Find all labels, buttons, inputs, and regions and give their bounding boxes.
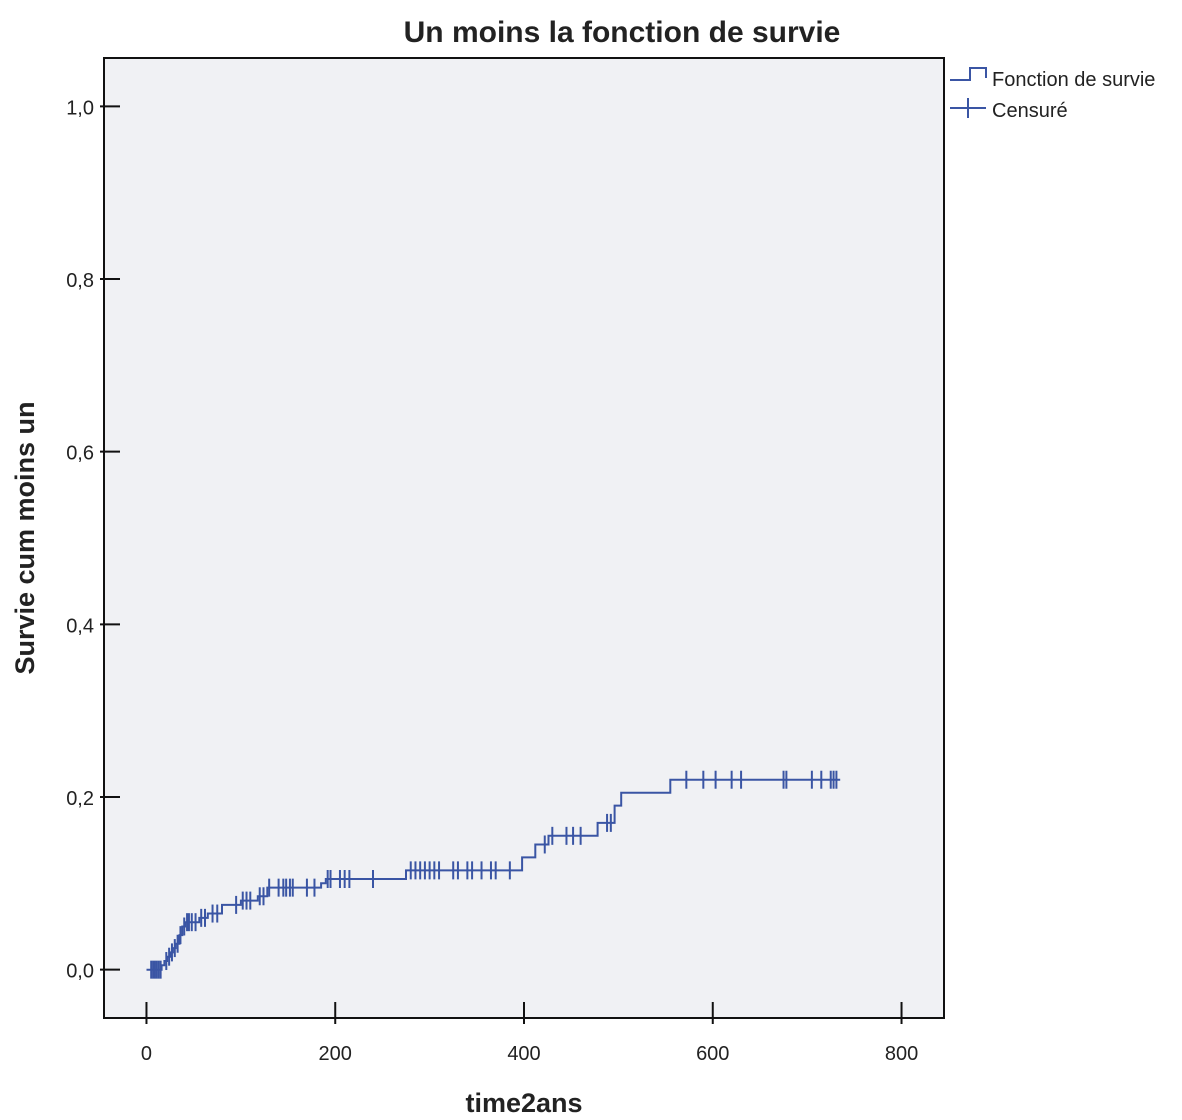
chart-title: Un moins la fonction de survie: [404, 16, 841, 49]
legend-label-censored: Censuré: [992, 100, 1068, 122]
censored-marks: [150, 770, 838, 979]
x-tick-label: 800: [885, 1043, 918, 1065]
x-tick-label: 400: [507, 1043, 540, 1065]
legend-label-survival: Fonction de survie: [992, 69, 1155, 91]
y-tick-label: 1,0: [66, 97, 94, 119]
y-tick-label: 0,8: [66, 270, 94, 292]
x-tick-label: 600: [696, 1043, 729, 1065]
y-tick-label: 0,4: [66, 615, 94, 637]
y-tick-label: 0,6: [66, 443, 94, 465]
y-axis-label: Survie cum moins un: [10, 401, 40, 674]
x-axis-label: time2ans: [465, 1088, 582, 1118]
x-axis: 0 200 400 600 800: [141, 1002, 918, 1065]
legend: Fonction de survie Censuré: [950, 67, 1155, 122]
y-tick-label: 0,0: [66, 961, 94, 983]
x-tick-label: 200: [319, 1043, 352, 1065]
x-tick-label: 0: [141, 1043, 152, 1065]
plot-area: [103, 57, 945, 1019]
y-axis: 0,0 0,2 0,4 0,6 0,8 1,0: [66, 97, 120, 983]
legend-step-symbol: [950, 67, 987, 81]
legend-censor-symbol: [950, 98, 986, 118]
y-tick-label: 0,2: [66, 788, 94, 810]
